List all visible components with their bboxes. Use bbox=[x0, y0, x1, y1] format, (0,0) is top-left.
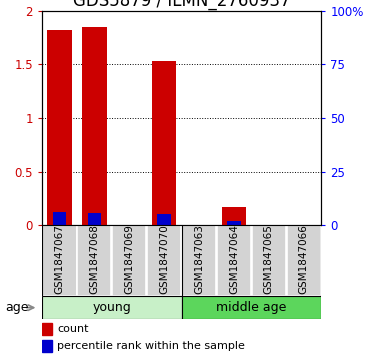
Text: GSM1847067: GSM1847067 bbox=[54, 224, 65, 294]
Bar bbox=[222, 207, 246, 225]
Bar bbox=[227, 221, 241, 225]
Text: GSM1847068: GSM1847068 bbox=[89, 224, 99, 294]
Bar bbox=[152, 61, 176, 225]
Bar bbox=[42, 225, 77, 296]
Bar bbox=[82, 27, 107, 225]
Bar bbox=[157, 214, 171, 225]
Bar bbox=[42, 323, 52, 335]
Text: count: count bbox=[57, 324, 89, 334]
Bar bbox=[77, 225, 111, 296]
Text: GSM1847070: GSM1847070 bbox=[159, 224, 169, 294]
Bar bbox=[181, 296, 321, 319]
Bar bbox=[42, 296, 181, 319]
Bar bbox=[147, 225, 181, 296]
Bar bbox=[112, 225, 146, 296]
Text: middle age: middle age bbox=[216, 301, 287, 314]
Bar bbox=[47, 30, 72, 225]
Bar bbox=[287, 225, 321, 296]
Bar bbox=[42, 340, 52, 352]
Bar bbox=[53, 212, 66, 225]
Text: percentile rank within the sample: percentile rank within the sample bbox=[57, 341, 245, 351]
Title: GDS5879 / ILMN_2760937: GDS5879 / ILMN_2760937 bbox=[73, 0, 290, 9]
Text: young: young bbox=[92, 301, 131, 314]
Bar bbox=[88, 213, 101, 225]
Text: age: age bbox=[5, 301, 29, 314]
Bar bbox=[217, 225, 251, 296]
Text: GSM1847063: GSM1847063 bbox=[194, 224, 204, 294]
Text: GSM1847065: GSM1847065 bbox=[264, 224, 274, 294]
Text: GSM1847069: GSM1847069 bbox=[124, 224, 134, 294]
Bar bbox=[182, 225, 216, 296]
Text: GSM1847066: GSM1847066 bbox=[299, 224, 309, 294]
Text: GSM1847064: GSM1847064 bbox=[229, 224, 239, 294]
Bar bbox=[252, 225, 286, 296]
